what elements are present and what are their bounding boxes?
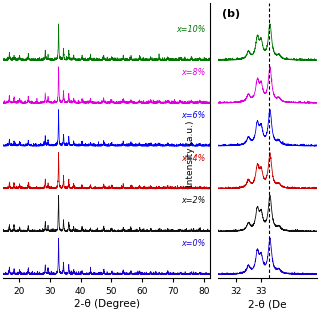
Text: (b): (b) (222, 9, 240, 19)
X-axis label: 2-θ (De: 2-θ (De (248, 299, 287, 309)
Text: x=4%: x=4% (181, 154, 206, 163)
X-axis label: 2-θ (Degree): 2-θ (Degree) (74, 299, 140, 309)
Text: x=10%: x=10% (176, 25, 206, 34)
Text: x=6%: x=6% (181, 111, 206, 120)
Text: Intensity (a.u.): Intensity (a.u.) (186, 120, 195, 187)
Text: x=8%: x=8% (181, 68, 206, 77)
Text: x=0%: x=0% (181, 239, 206, 248)
Text: x=2%: x=2% (181, 196, 206, 205)
